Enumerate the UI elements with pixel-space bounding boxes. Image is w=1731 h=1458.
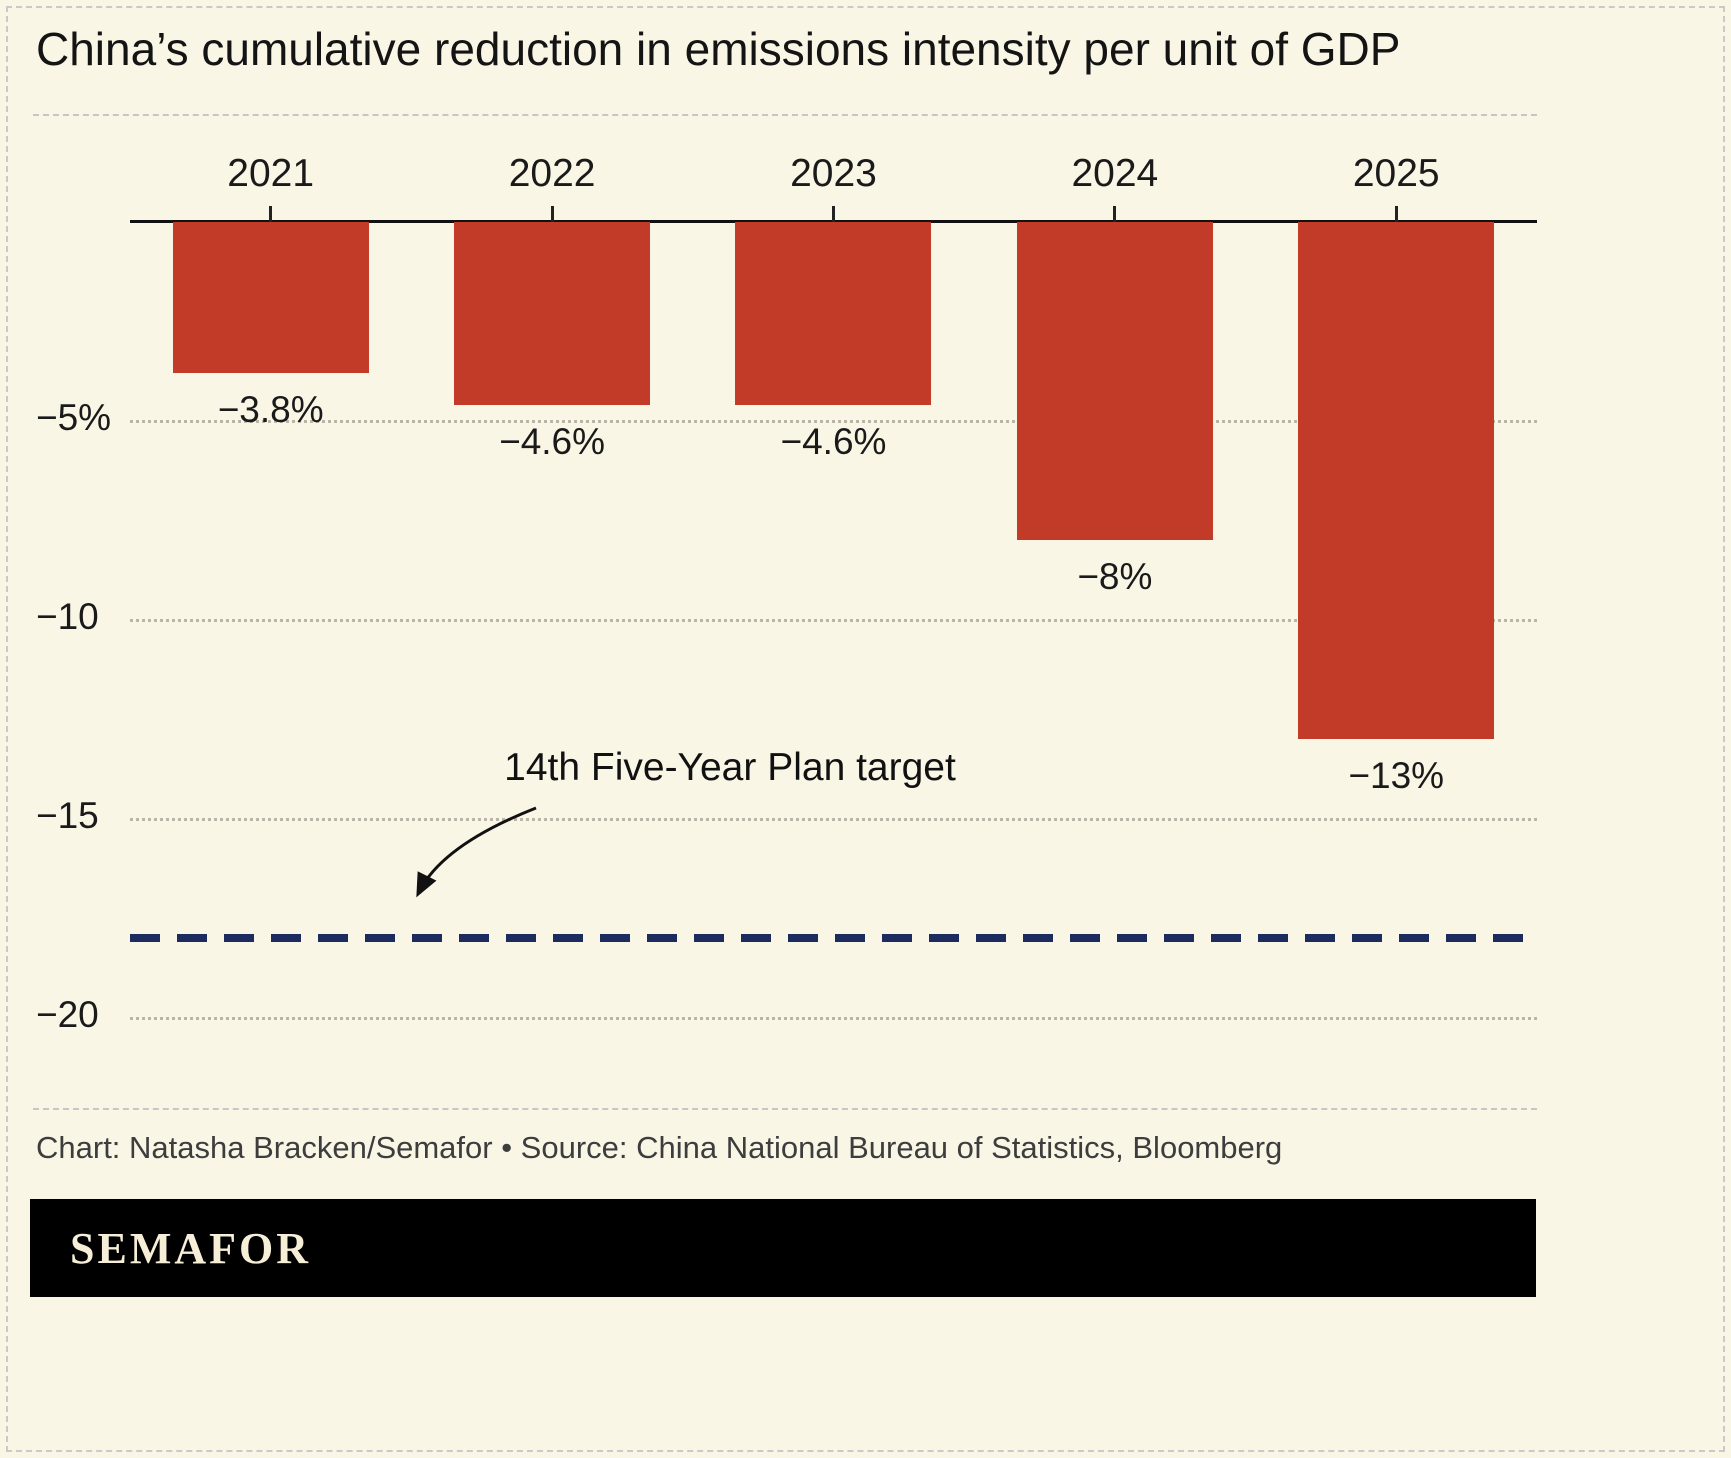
gridline [130, 420, 1537, 423]
axis-tick [1113, 206, 1117, 222]
y-axis-tick-label: −10 [36, 596, 99, 637]
gridline [130, 1017, 1537, 1020]
axis-tick [269, 206, 273, 222]
bar-column-2022: 2022 −4.6% [454, 150, 651, 797]
gridline [130, 818, 1537, 821]
axis-tick [1394, 206, 1398, 222]
bar-value-label: −3.8% [217, 389, 324, 430]
credit-line: Chart: Natasha Bracken/Semafor • Source:… [36, 1130, 1283, 1165]
bar-column-2023: 2023 −4.6% [735, 150, 932, 797]
bar-value-label: −13% [1348, 755, 1445, 796]
axis-tick [550, 206, 554, 222]
x-axis-label: 2024 [1071, 152, 1159, 195]
y-axis-tick-label: −20 [36, 994, 99, 1035]
bar-column-2025: 2025 −13% [1298, 150, 1495, 797]
target-annotation-label: 14th Five-Year Plan target [504, 746, 956, 789]
x-axis-label: 2021 [227, 152, 315, 195]
chart-title: China’s cumulative reduction in emission… [36, 23, 1401, 75]
bar-2023 [735, 222, 932, 405]
y-axis-tick-label: −5% [36, 397, 112, 438]
axis-tick [831, 206, 835, 222]
gridline [130, 619, 1537, 622]
target-line [130, 934, 1537, 942]
y-axis-tick-label: −15 [36, 795, 99, 836]
bar-2022 [454, 222, 651, 405]
bar-columns: 2021 −3.8% 2022 −4.6% 2023 −4.6% 2024 −8… [130, 150, 1537, 797]
bar-column-2021: 2021 −3.8% [172, 150, 369, 797]
bar-value-label: −4.6% [499, 421, 606, 462]
bar-2025 [1298, 222, 1495, 739]
bar-value-label: −8% [1077, 556, 1153, 597]
x-axis-label: 2025 [1352, 152, 1440, 195]
x-axis-label: 2023 [790, 152, 877, 195]
semafor-logo: SEMAFOR [70, 1223, 311, 1273]
bar-2024 [1016, 222, 1213, 540]
bar-column-2024: 2024 −8% [1016, 150, 1213, 797]
bottom-separator [33, 1108, 1537, 1110]
bar-value-label: −4.6% [780, 421, 887, 462]
bar-2021 [172, 222, 369, 373]
logo-bar: SEMAFOR [30, 1199, 1536, 1297]
x-axis-label: 2022 [508, 152, 596, 195]
top-separator [33, 114, 1537, 116]
